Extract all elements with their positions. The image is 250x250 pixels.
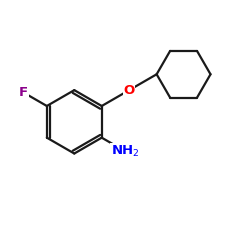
Text: O: O — [124, 84, 135, 97]
Text: F: F — [19, 86, 28, 99]
Text: NH$_2$: NH$_2$ — [111, 144, 140, 159]
